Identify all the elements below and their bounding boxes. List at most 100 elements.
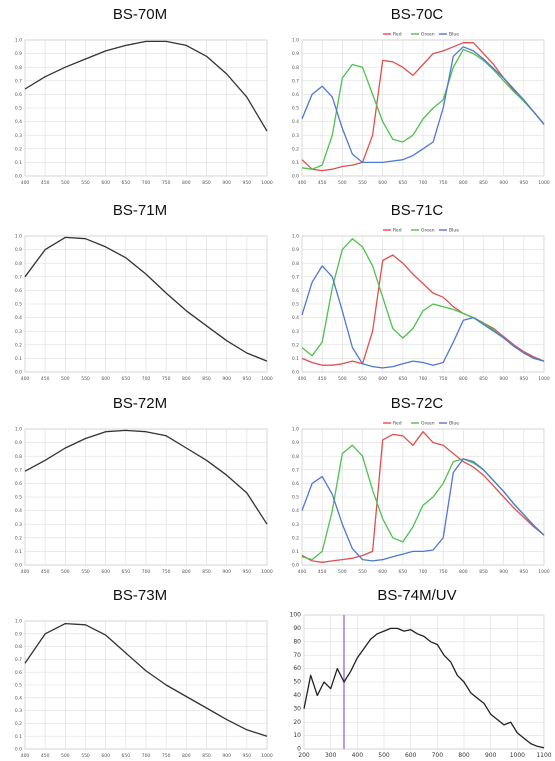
y-tick-label: 0.5 (15, 302, 22, 308)
x-tick-label: 500 (338, 376, 347, 382)
x-tick-label: 900 (499, 376, 508, 382)
x-tick-label: 550 (81, 569, 90, 575)
x-tick-label: 1000 (261, 376, 273, 382)
y-tick-label: 20 (293, 719, 301, 726)
y-tick-label: 0.1 (15, 734, 22, 740)
chart-title: BS-72M (112, 395, 168, 412)
x-tick-label: 800 (182, 569, 191, 575)
y-tick-label: 70 (293, 652, 301, 659)
x-tick-label: 900 (222, 376, 231, 382)
y-tick-label: 0.6 (15, 288, 22, 294)
series-line-blue (301, 46, 545, 164)
y-tick-label: 0.3 (15, 329, 22, 335)
x-tick-label: 1000 (261, 569, 273, 575)
y-tick-label: 1.0 (15, 234, 22, 240)
x-tick-label: 850 (202, 376, 211, 382)
x-tick-label: 850 (479, 569, 488, 575)
x-tick-label: 850 (202, 569, 211, 575)
x-tick-label: 700 (419, 569, 428, 575)
x-tick-label: 600 (101, 569, 110, 575)
x-tick-label: 900 (499, 569, 508, 575)
series-line-response (24, 236, 268, 362)
x-tick-label: 450 (41, 753, 50, 759)
x-tick-label: 500 (338, 180, 347, 186)
y-tick-label: 0.2 (292, 535, 299, 541)
x-tick-label: 600 (378, 180, 387, 186)
y-tick-label: 0.2 (15, 342, 22, 348)
x-tick-label: 1000 (261, 753, 273, 759)
y-tick-label: 0.5 (15, 106, 22, 112)
x-tick-label: 850 (479, 180, 488, 186)
y-tick-label: 0.2 (15, 146, 22, 152)
y-tick-label: 1.0 (15, 38, 22, 44)
x-tick-label: 550 (358, 569, 367, 575)
y-tick-label: 1.0 (292, 38, 299, 44)
x-tick-label: 400 (21, 753, 30, 759)
y-tick-label: 0.7 (292, 467, 299, 473)
x-tick-label: 850 (202, 753, 211, 759)
y-tick-label: 1.0 (292, 427, 299, 433)
x-tick-label: 600 (101, 180, 110, 186)
y-tick-label: 0.9 (15, 51, 22, 57)
x-tick-label: 500 (61, 569, 70, 575)
x-tick-label: 850 (202, 180, 211, 186)
y-tick-label: 40 (293, 692, 301, 699)
y-tick-label: 0.2 (15, 535, 22, 541)
chart-title: BS-72C (390, 395, 444, 412)
x-tick-label: 950 (520, 569, 529, 575)
x-tick-label: 500 (378, 752, 390, 759)
y-tick-label: 0.0 (15, 563, 22, 569)
y-tick-label: 0.4 (15, 315, 22, 321)
y-tick-label: 0.2 (15, 721, 22, 727)
x-tick-label: 550 (81, 753, 90, 759)
series-line-blue (301, 265, 545, 369)
y-tick-label: 100 (290, 612, 302, 619)
chart-panel-bs73m: BS-73M 0.0 0.1 0.2 0.3 0.4 0.5 0.6 0.7 0.8 0.9 1.0… (5, 581, 275, 761)
x-tick-label: 600 (405, 752, 417, 759)
x-tick-label: 450 (318, 569, 327, 575)
x-tick-label: 750 (162, 376, 171, 382)
x-tick-label: 800 (182, 180, 191, 186)
y-tick-label: 0.3 (292, 133, 299, 139)
x-tick-label: 900 (485, 752, 497, 759)
y-tick-label: 0.5 (292, 106, 299, 112)
x-tick-label: 550 (81, 180, 90, 186)
y-tick-label: 0.8 (15, 454, 22, 460)
y-tick-label: 0.4 (292, 508, 299, 514)
x-tick-label: 650 (399, 376, 408, 382)
y-tick-label: 0.8 (292, 454, 299, 460)
x-tick-label: 400 (298, 180, 307, 186)
legend-label: Green (421, 32, 435, 38)
chart-title: BS-71M (112, 202, 168, 219)
x-tick-label: 200 (298, 752, 310, 759)
x-tick-label: 700 (142, 569, 151, 575)
chart-panel-bs72m: BS-72M 0.0 0.1 0.2 0.3 0.4 0.5 0.6 0.7 0.8 0.9 1.0… (5, 389, 275, 579)
x-tick-label: 950 (243, 180, 252, 186)
chart-panel-bs72c: BS-72C 0.0 0.1 0.2 0.3 0.4 0.5 0.6 0.7 0.8 0.9 1.0… (282, 389, 552, 579)
y-tick-label: 0.0 (292, 370, 299, 376)
x-tick-label: 950 (243, 569, 252, 575)
y-tick-label: 0 (297, 746, 301, 753)
y-tick-label: 0.5 (15, 683, 22, 689)
y-tick-label: 0.7 (292, 78, 299, 84)
x-tick-label: 600 (378, 569, 387, 575)
y-tick-label: 0.8 (292, 261, 299, 267)
y-tick-label: 0.3 (292, 522, 299, 528)
x-tick-label: 650 (399, 569, 408, 575)
y-tick-label: 0.9 (292, 51, 299, 57)
chart-title: BS-74M/UV (377, 587, 457, 604)
y-tick-label: 0.8 (15, 65, 22, 71)
chart-svg: 0.0 0.1 0.2 0.3 0.4 0.5 0.6 0.7 0.8 0.9 1.0 400 450 5… (15, 38, 273, 186)
chart-panel-bs74m: BS-74M/UV 0 10 20 30 40 50 60 70 80 90 100 200 300 40… (282, 581, 552, 761)
x-tick-label: 950 (520, 376, 529, 382)
y-tick-label: 0.9 (292, 247, 299, 253)
legend-label: Red (393, 228, 402, 234)
series-line-response (24, 622, 268, 737)
chart-svg: 0.0 0.1 0.2 0.3 0.4 0.5 0.6 0.7 0.8 0.9 1.0 400 450 5… (15, 234, 273, 382)
x-tick-label: 750 (162, 753, 171, 759)
y-tick-label: 0.7 (15, 274, 22, 280)
y-tick-label: 60 (293, 665, 301, 672)
y-tick-label: 0.8 (292, 65, 299, 71)
y-tick-label: 80 (293, 638, 301, 645)
x-tick-label: 500 (61, 376, 70, 382)
